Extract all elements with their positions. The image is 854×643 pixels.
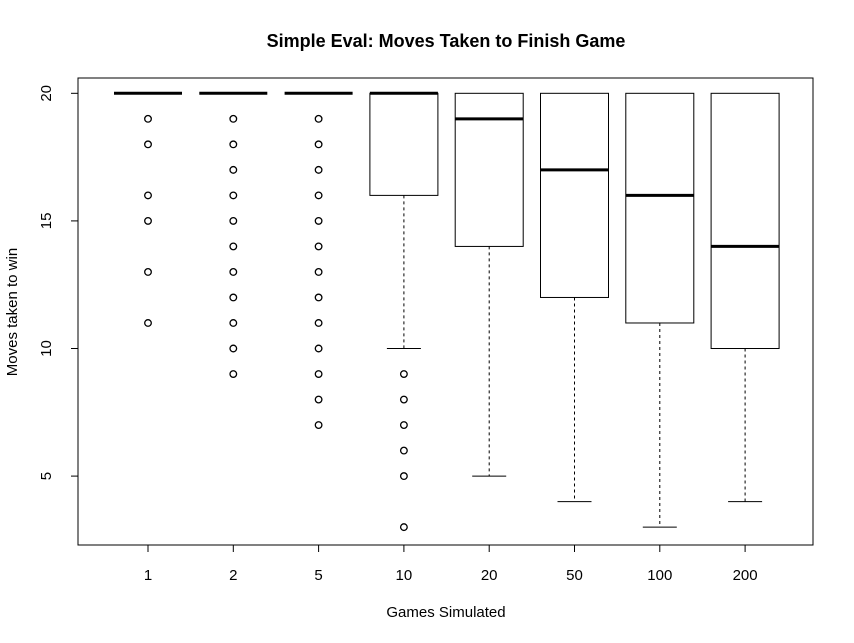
x-tick-label: 1 [144,567,152,584]
y-tick-label: 10 [38,340,55,357]
outlier-point [399,370,408,378]
outlier-point [314,395,323,404]
y-axis-title: Moves taken to win [4,248,21,376]
outlier-point [399,421,408,430]
box-5 [284,91,353,430]
x-tick-label: 50 [566,567,583,584]
outlier-point [399,523,408,532]
x-axis-title: Games Simulated [386,604,505,621]
x-axis: 1 2 5 10 20 50 100 200 [144,544,758,584]
box-rect-200 [710,92,780,350]
box-20 [454,92,524,477]
y-tick-label: 20 [38,85,55,102]
outlier-point [314,191,323,200]
outlier-point [229,370,238,378]
box-rect-50 [540,92,609,298]
x-tick-label: 5 [314,567,322,584]
outlier-point [314,421,323,430]
x-tick-label: 2 [229,567,237,584]
outlier-point [144,191,152,200]
outlier-point [314,293,323,302]
x-tick-label: 100 [647,567,672,584]
box-1 [114,91,182,327]
outlier-point [399,395,408,404]
box-2 [199,91,268,378]
outlier-point [229,344,238,353]
outlier-point [314,242,323,251]
x-tick-label: 200 [733,567,758,584]
outlier-point [314,165,323,174]
outlier-point [399,472,408,481]
chart-title: Simple Eval: Moves Taken to Finish Game [267,31,626,51]
outlier-point [144,140,152,149]
outlier-point [314,114,323,123]
outlier-point [229,114,238,123]
box-10 [369,91,439,532]
outlier-point [314,216,323,225]
boxes-layer [114,91,780,532]
box-200 [710,92,780,503]
y-tick-label: 5 [38,472,55,480]
outlier-point [314,140,323,149]
outlier-point [314,344,323,353]
box-rect-100 [625,92,695,324]
outlier-point [144,114,152,123]
outlier-point [144,319,152,327]
outlier-point [229,319,238,327]
outlier-point [144,216,152,225]
x-tick-label: 20 [481,567,498,584]
y-axis: 5 10 15 20 [38,85,79,480]
outlier-point [229,293,238,302]
outlier-point [229,191,238,200]
box-100 [625,92,695,528]
x-tick-label: 10 [396,567,413,584]
outlier-point [229,216,238,225]
box-rect-20 [454,92,524,247]
outlier-point [229,165,238,174]
plot-frame [77,77,814,546]
outlier-point [229,242,238,251]
outlier-point [314,267,323,276]
outlier-point [314,319,323,327]
y-tick-label: 15 [38,213,55,230]
box-50 [540,92,609,503]
outlier-point [314,370,323,378]
box-rect-10 [369,92,439,196]
outlier-point [144,267,152,276]
outlier-point [229,140,238,149]
outlier-point [399,446,408,455]
outlier-point [229,267,238,276]
